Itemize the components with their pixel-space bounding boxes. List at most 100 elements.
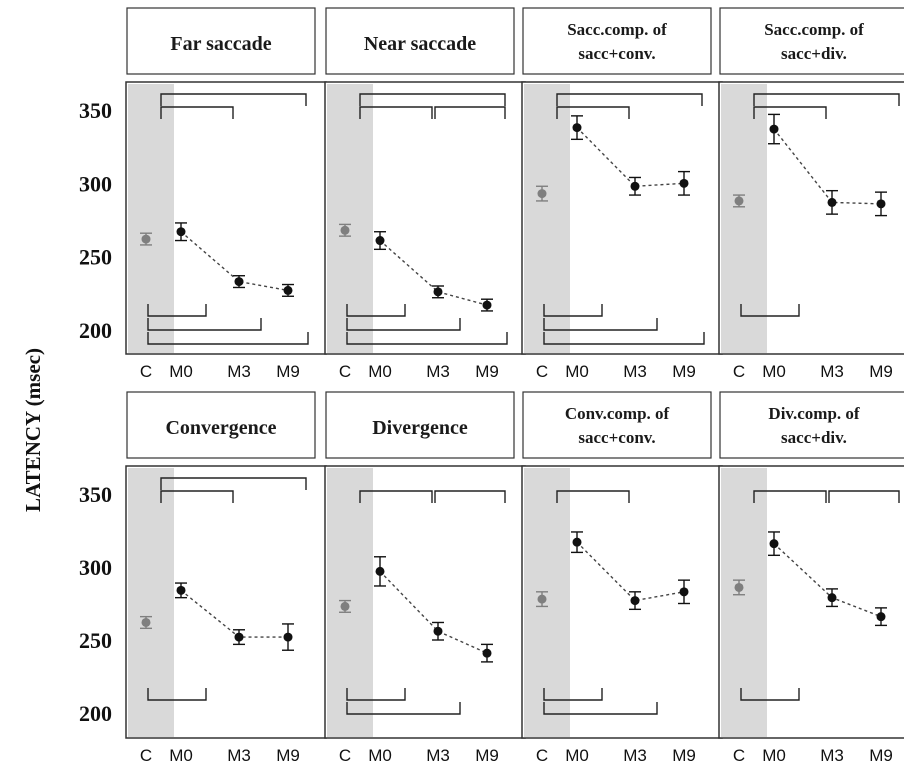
significance-bracket	[543, 304, 603, 317]
data-point	[234, 277, 244, 287]
panel-title-line: Far saccade	[170, 33, 271, 55]
significance-bracket	[346, 304, 406, 317]
control-band	[128, 84, 174, 353]
x-tick-label: C	[733, 746, 745, 765]
x-tick-label: M3	[426, 746, 450, 765]
x-tick-label: C	[536, 362, 548, 381]
x-tick-label: C	[339, 746, 351, 765]
data-point	[734, 582, 744, 592]
data-point	[141, 234, 151, 244]
panel-title-box	[126, 7, 316, 75]
significance-bracket	[346, 688, 406, 701]
x-tick-label: M0	[565, 362, 589, 381]
x-tick-label: M0	[368, 362, 392, 381]
significance-bracket	[434, 490, 506, 503]
significance-bracket	[556, 93, 703, 106]
x-tick-label: M9	[869, 362, 893, 381]
significance-bracket	[753, 490, 827, 503]
data-point	[572, 123, 582, 133]
y-tick-label: 350	[79, 482, 112, 507]
panel-title-box	[325, 391, 515, 459]
significance-bracket	[359, 93, 506, 106]
x-tick-label: M3	[623, 746, 647, 765]
significance-bracket	[346, 702, 461, 715]
y-tick-label: 250	[79, 628, 112, 653]
significance-bracket	[359, 490, 433, 503]
panel-title-line: sacc+conv.	[578, 44, 655, 63]
data-point	[572, 537, 582, 547]
data-point	[537, 189, 547, 199]
x-tick-label: M9	[475, 362, 499, 381]
y-axis-label: LATENCY (msec)	[21, 348, 45, 512]
control-band	[327, 468, 373, 737]
significance-bracket	[556, 490, 630, 503]
x-tick-label: M0	[762, 362, 786, 381]
x-tick-label: C	[140, 746, 152, 765]
panel-4: Sacc.comp. of sacc+div. C M0 M3 M9	[718, 7, 904, 381]
panel-title-box	[325, 7, 515, 75]
data-point	[679, 178, 689, 188]
significance-bracket	[543, 318, 658, 331]
significance-bracket	[753, 93, 900, 106]
data-point	[176, 585, 186, 595]
panel-title-line: Convergence	[165, 417, 276, 439]
data-point	[375, 236, 385, 246]
series-line	[773, 128, 882, 205]
panel-title-box	[522, 391, 712, 459]
x-tick-label: C	[733, 362, 745, 381]
data-point	[433, 626, 443, 636]
y-tick-label: 300	[79, 555, 112, 580]
x-tick-label: M0	[368, 746, 392, 765]
panel-title-line: Near saccade	[364, 33, 476, 55]
panel-title-box	[522, 7, 712, 75]
significance-bracket	[828, 490, 900, 503]
panel-title-line: Sacc.comp. of	[567, 20, 667, 39]
significance-bracket	[753, 106, 827, 119]
panel-title-line: sacc+div.	[781, 428, 847, 447]
panel-title-line: Div.comp. of	[768, 404, 859, 423]
y-tick-label: 200	[79, 318, 112, 343]
significance-bracket	[346, 332, 508, 345]
significance-bracket	[359, 106, 433, 119]
control-band	[721, 468, 767, 737]
panel-title-line: Conv.comp. of	[565, 404, 670, 423]
data-point	[827, 593, 837, 603]
data-point	[537, 594, 547, 604]
control-band	[327, 84, 373, 353]
control-band	[524, 84, 570, 353]
data-point	[827, 197, 837, 207]
data-point	[141, 617, 151, 627]
panel-title-box	[719, 391, 904, 459]
y-tick-label: 200	[79, 701, 112, 726]
significance-bracket	[556, 106, 630, 119]
data-point	[630, 181, 640, 191]
significance-bracket	[160, 477, 307, 490]
x-tick-label: M9	[869, 746, 893, 765]
data-point	[283, 632, 293, 642]
control-band	[128, 468, 174, 737]
control-band	[524, 468, 570, 737]
panel-7: Conv.comp. of sacc+conv. C M0 M3 M9	[521, 391, 723, 765]
data-point	[482, 300, 492, 310]
x-tick-label: M3	[227, 746, 251, 765]
x-tick-label: C	[536, 746, 548, 765]
x-tick-label: C	[140, 362, 152, 381]
y-tick-label: 300	[79, 171, 112, 196]
significance-bracket	[740, 304, 800, 317]
panel-2: Near saccade C M0 M3 M9	[324, 7, 526, 381]
significance-bracket	[543, 688, 603, 701]
panel-6: Divergence C M0 M3 M9	[324, 391, 526, 765]
significance-bracket	[147, 304, 207, 317]
series-line	[180, 231, 289, 292]
data-point	[283, 285, 293, 295]
x-tick-label: M0	[169, 362, 193, 381]
data-point	[679, 587, 689, 597]
panel-title-box	[719, 7, 904, 75]
data-point	[176, 227, 186, 237]
panel-3: Sacc.comp. of sacc+conv. C M0 M3 M9	[521, 7, 723, 381]
panel-title-line: sacc+conv.	[578, 428, 655, 447]
x-tick-label: M3	[820, 362, 844, 381]
x-tick-label: M0	[169, 746, 193, 765]
x-tick-label: C	[339, 362, 351, 381]
